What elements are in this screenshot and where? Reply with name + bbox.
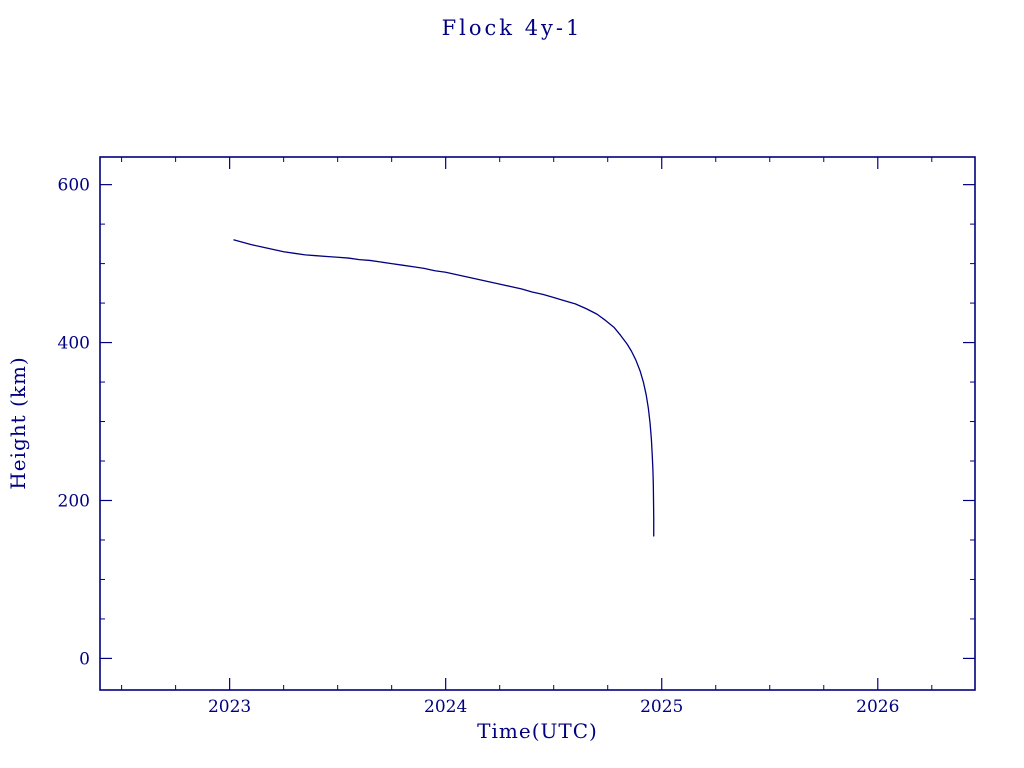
y-tick-label: 200 — [58, 491, 90, 511]
x-tick-label: 2024 — [424, 697, 467, 717]
y-axis-label: Height (km) — [6, 356, 30, 490]
y-tick-label: 0 — [79, 649, 90, 669]
x-tick-label: 2025 — [640, 697, 683, 717]
x-tick-label: 2023 — [208, 697, 251, 717]
x-tick-label: 2026 — [856, 697, 899, 717]
chart-title: Flock 4y-1 — [441, 16, 583, 40]
height-decay-line — [233, 239, 655, 537]
y-tick-label: 600 — [58, 176, 90, 196]
y-tick-label: 400 — [58, 334, 90, 354]
plot-box — [99, 156, 976, 691]
x-axis-label: Time(UTC) — [477, 719, 598, 743]
